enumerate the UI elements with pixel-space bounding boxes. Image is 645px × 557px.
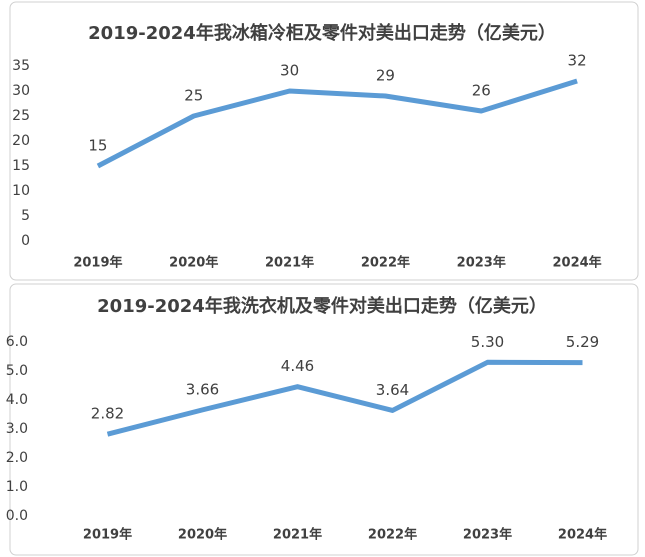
y-tick-label: 35	[12, 58, 30, 74]
chart-title: 2019-2024年我洗衣机及零件对美出口走势（亿美元）	[97, 295, 547, 317]
data-label: 4.46	[281, 357, 314, 375]
panel	[9, 283, 639, 556]
y-tick-label: 20	[12, 133, 30, 149]
y-tick-label: 10	[12, 183, 30, 199]
x-tick-label: 2024年	[558, 527, 607, 543]
data-label: 5.30	[471, 333, 504, 351]
y-tick-label: 25	[12, 108, 30, 124]
y-tick-label: 6.0	[6, 334, 28, 350]
x-tick-label: 2021年	[265, 255, 314, 271]
y-tick-label: 15	[12, 158, 30, 174]
x-tick-label: 2022年	[361, 255, 410, 271]
y-tick-label: 0.0	[6, 508, 28, 524]
x-tick-label: 2020年	[169, 255, 218, 271]
y-tick-label: 30	[12, 83, 30, 99]
x-tick-label: 2024年	[552, 255, 601, 271]
x-tick-label: 2019年	[83, 527, 132, 543]
x-tick-label: 2023年	[457, 255, 506, 271]
x-tick-label: 2023年	[463, 527, 512, 543]
chart-title: 2019-2024年我冰箱冷柜及零件对美出口走势（亿美元）	[88, 22, 556, 44]
data-label: 15	[88, 137, 107, 155]
line	[106, 359, 583, 437]
data-label: 2.82	[91, 405, 124, 423]
data-label: 3.66	[186, 380, 219, 398]
y-tick-label: 5	[21, 208, 30, 224]
x-tick-label: 2020年	[178, 527, 227, 543]
data-label: 3.64	[376, 381, 409, 399]
data-label: 26	[472, 82, 491, 100]
line	[96, 78, 578, 169]
data-label: 29	[376, 67, 395, 85]
x-tick-label: 2022年	[368, 527, 417, 543]
data-label: 5.29	[566, 333, 599, 351]
y-tick-label: 2.0	[6, 450, 28, 466]
data-label: 32	[568, 52, 587, 70]
panel	[9, 1, 639, 281]
data-label: 30	[280, 62, 299, 80]
y-tick-label: 5.0	[6, 363, 28, 379]
x-tick-label: 2019年	[73, 255, 122, 271]
y-tick-label: 1.0	[6, 479, 28, 495]
y-tick-label: 4.0	[6, 392, 28, 408]
data-label: 25	[184, 87, 203, 105]
x-tick-label: 2021年	[273, 527, 322, 543]
y-tick-label: 0	[21, 233, 30, 249]
y-tick-label: 3.0	[6, 421, 28, 437]
